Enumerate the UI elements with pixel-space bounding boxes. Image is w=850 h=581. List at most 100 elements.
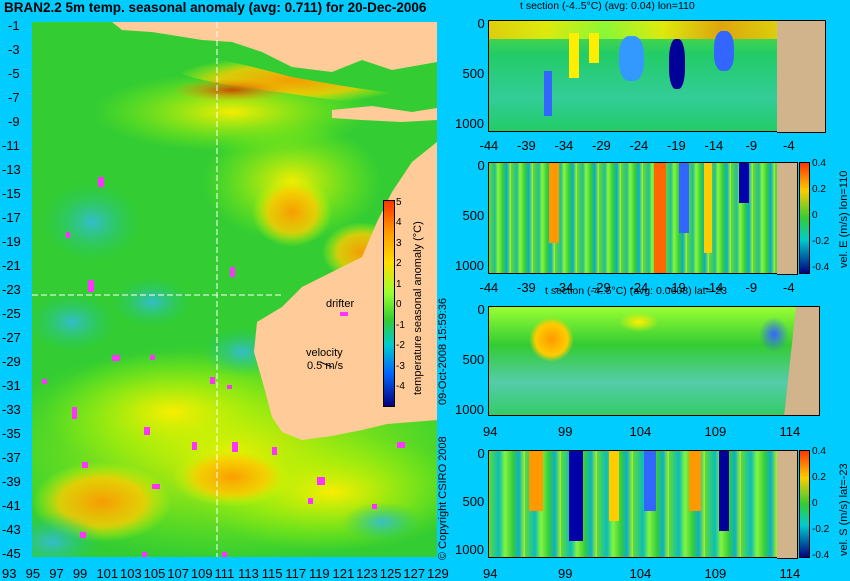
lat-tick: -31 <box>2 378 21 393</box>
section-x-tick: 104 <box>629 424 652 439</box>
section1-y-axis: 0 500 1000 <box>445 14 485 134</box>
lon-tick: 93 <box>2 566 17 581</box>
depth-tick: 1000 <box>455 116 484 131</box>
map-colorbar <box>383 200 395 407</box>
section-x-tick: -29 <box>592 138 611 153</box>
section-x-tick: -34 <box>554 280 574 295</box>
section-x-tick: -24 <box>629 280 649 295</box>
section-x-tick: -19 <box>667 138 686 153</box>
section-x-tick: -19 <box>667 280 686 295</box>
lat-tick: -11 <box>2 138 20 153</box>
section-x-tick: -14 <box>704 280 724 295</box>
section-x-tick: -39 <box>517 138 536 153</box>
lon-tick: 107 <box>167 566 189 581</box>
depth-tick: 500 <box>462 66 485 81</box>
depth-tick: 0 <box>477 446 485 461</box>
lon-tick: 99 <box>72 566 88 581</box>
colorbar-tick: 0.4 <box>812 446 826 457</box>
section-x-tick: -34 <box>554 138 574 153</box>
section2-land <box>777 162 798 275</box>
section3-x-axis: 94 99 104 109 114 <box>483 424 828 440</box>
section3-plot <box>488 306 820 416</box>
section1-land <box>777 20 826 133</box>
section4-colorbar-ticks: 0.4 0.2 0 -0.2 -0.4 <box>812 446 842 566</box>
section-x-tick: -44 <box>479 280 499 295</box>
section-x-tick: 94 <box>483 424 498 439</box>
lat-tick: -27 <box>2 330 21 345</box>
lon-tick: 101 <box>96 566 119 581</box>
lat-tick: -43 <box>2 522 21 537</box>
section2-colorbar-label: vel. E (m/s) lon=110 <box>838 170 850 268</box>
section-x-tick: -4 <box>783 280 795 295</box>
lon-tick: 95 <box>25 566 41 581</box>
lat-tick: -9 <box>8 114 20 129</box>
section1-plot <box>488 20 779 132</box>
land-lesser-sunda <box>332 106 437 122</box>
section2-plot <box>488 162 779 274</box>
section-x-tick: 104 <box>629 566 652 581</box>
lat-tick: -21 <box>2 258 21 273</box>
section-x-tick: 99 <box>558 566 573 581</box>
section-x-tick: -4 <box>783 138 795 153</box>
colorbar-tick: 0.4 <box>812 158 826 169</box>
lat-tick: -17 <box>2 210 21 225</box>
section2-x-axis: -44 -39 -34 -29 -24 -19 -14 -9 -4 <box>480 280 828 296</box>
section4-colorbar <box>799 450 810 558</box>
map-panel <box>32 22 437 557</box>
depth-tick: 500 <box>462 494 485 509</box>
lon-tick: 127 <box>403 566 426 581</box>
lon-tick: 117 <box>285 566 307 581</box>
lat-tick: -7 <box>8 90 20 105</box>
section-x-tick: -9 <box>745 280 758 295</box>
colorbar-tick: 0.2 <box>812 472 826 483</box>
section2-y-axis: 0 500 1000 <box>445 156 485 276</box>
depth-tick: 0 <box>477 158 485 173</box>
lon-tick: 121 <box>332 566 355 581</box>
lat-tick: -5 <box>8 66 20 81</box>
colorbar-tick: 0.2 <box>812 184 826 195</box>
lat-tick: -19 <box>2 234 21 249</box>
depth-tick: 500 <box>462 208 485 223</box>
section-x-tick: -44 <box>479 138 499 153</box>
lon-tick: 111 <box>214 566 235 581</box>
depth-tick: 0 <box>477 16 485 31</box>
depth-tick: 0 <box>477 302 485 317</box>
lat-tick: -3 <box>8 42 20 57</box>
lon-tick: 113 <box>238 566 259 581</box>
colorbar-tick: -0.2 <box>812 524 830 535</box>
lon-tick: 109 <box>190 566 213 581</box>
section4-y-axis: 0 500 1000 <box>445 444 485 564</box>
lat-tick: -35 <box>2 426 21 441</box>
section-x-tick: -39 <box>517 280 536 295</box>
colorbar-tick: -0.4 <box>812 550 830 561</box>
section1-title: t section (-4..5°C) (avg: 0.04) lon=110 <box>520 0 695 12</box>
lon-tick: 125 <box>379 566 402 581</box>
depth-tick: 500 <box>462 352 485 367</box>
lat-tick: -41 <box>2 498 21 513</box>
section-x-tick: -29 <box>592 280 611 295</box>
map-colorbar-ticks: 5 4 3 2 1 0 -1 -2 -3 -4 <box>396 197 405 392</box>
section3-y-axis: 0 500 1000 <box>445 300 485 420</box>
section2-colorbar-ticks: 0.4 0.2 0 -0.2 -0.4 <box>812 158 842 278</box>
map-colorbar-label: temperature seasonal anomaly (°C) <box>412 221 424 395</box>
section4-colorbar-label: vel. S (m/s) lat=-23 <box>838 463 850 556</box>
lat-axis: -1 -3 -5 -7 -9 -11 -13 -15 -17 -19 -21 -23 -25 -27 -29… <box>0 18 32 561</box>
drifter-label: drifter <box>326 298 355 310</box>
section-x-tick: 109 <box>704 566 727 581</box>
section2-colorbar <box>799 162 810 274</box>
lat-tick: -37 <box>2 450 21 465</box>
lat-tick: -1 <box>8 18 20 33</box>
lat-tick: -33 <box>2 402 21 417</box>
velocity-scale: 0.5 m/s <box>307 360 344 372</box>
section-x-tick: 114 <box>779 566 801 581</box>
land-sumatra-borneo <box>112 22 437 72</box>
lat-tick: -29 <box>2 354 21 369</box>
section-x-tick: 109 <box>704 424 727 439</box>
lon-tick: 103 <box>120 566 142 581</box>
velocity-label: velocity <box>306 347 343 359</box>
section-x-tick: -24 <box>629 138 649 153</box>
section4-plot <box>488 450 779 558</box>
section-x-tick: -14 <box>704 138 724 153</box>
depth-tick: 1000 <box>455 542 484 557</box>
lon-axis: 93 95 97 99 101 103 105 107 109 111 113 115 117 119 12… <box>0 566 449 581</box>
